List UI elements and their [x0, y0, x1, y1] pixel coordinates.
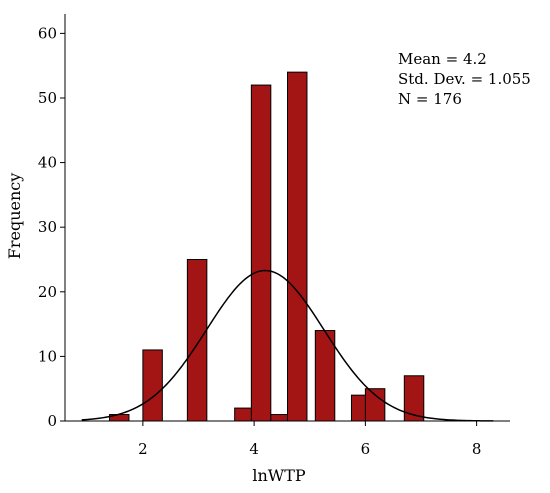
y-tick-label-10: 10 — [38, 347, 57, 365]
x-tick-label-4: 4 — [249, 440, 259, 458]
histogram-bar-4 — [250, 84, 272, 422]
stats-std-dev: Std. Dev. = 1.055 — [398, 70, 531, 88]
stats-n: N = 176 — [398, 90, 462, 108]
histogram-bar-1 — [142, 349, 163, 422]
y-tick-label-60: 60 — [38, 24, 57, 42]
x-axis-title: lnWTP — [252, 466, 306, 485]
y-axis-title: Frequency — [5, 173, 24, 260]
y-tick-label-40: 40 — [38, 154, 57, 172]
histogram-bar-7 — [314, 330, 336, 422]
y-ticks-group: 0 10 20 30 40 50 60 — [38, 24, 65, 430]
y-tick-label-20: 20 — [38, 283, 57, 301]
stats-mean: Mean = 4.2 — [398, 50, 487, 68]
x-tick-label-2: 2 — [138, 440, 148, 458]
x-tick-label-8: 8 — [472, 440, 482, 458]
y-tick-label-50: 50 — [38, 89, 57, 107]
histogram-bar-9 — [364, 388, 386, 422]
histogram-bar-6 — [287, 71, 308, 422]
bars-group — [109, 71, 425, 422]
x-ticks-group: 2 4 6 8 — [138, 421, 481, 458]
histogram-bar-2 — [186, 258, 208, 422]
normal-curve — [81, 269, 494, 422]
y-tick-label-30: 30 — [38, 218, 57, 236]
x-tick-label-6: 6 — [361, 440, 371, 458]
y-tick-label-0: 0 — [47, 412, 57, 430]
